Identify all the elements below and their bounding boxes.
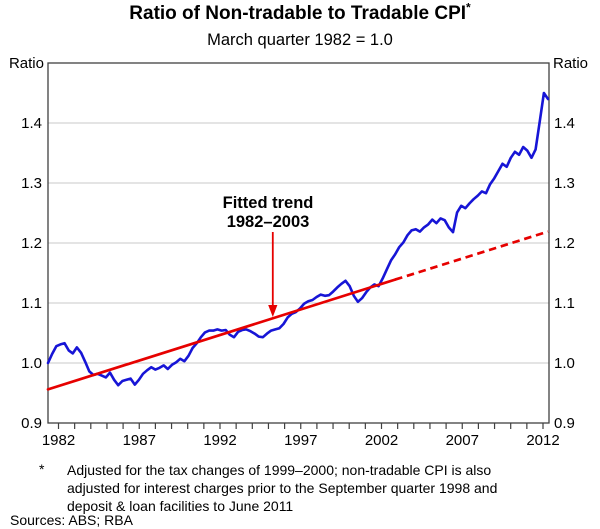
y-axis-unit-right: Ratio (553, 55, 589, 72)
title-footnote-marker: * (466, 0, 471, 15)
x-tick-label: 1987 (123, 432, 156, 449)
y-tick-label-right: 1.4 (554, 115, 575, 132)
y-tick-label-left: 1.4 (21, 115, 42, 132)
y-tick-label-left: 0.9 (21, 415, 42, 432)
chart-title: Ratio of Non-tradable to Tradable CPI* (0, 0, 600, 25)
footnote-text: Adjusted for the tax changes of 1999–200… (67, 461, 537, 515)
y-axis-unit-left: Ratio (8, 55, 44, 72)
trend-annotation: Fitted trend 1982–2003 (198, 194, 338, 232)
sources-line: Sources: ABS; RBA (10, 512, 133, 528)
trend-annotation-line2: 1982–2003 (226, 213, 310, 231)
x-tick-label: 2002 (365, 432, 398, 449)
y-tick-label-left: 1.3 (21, 175, 42, 192)
trend-annotation-line1: Fitted trend (222, 194, 314, 212)
y-tick-label-left: 1.1 (21, 295, 42, 312)
cpi-ratio-line (46, 91, 550, 387)
trend-arrow-head (268, 305, 278, 317)
chart-subtitle: March quarter 1982 = 1.0 (207, 31, 393, 49)
x-tick-label: 1992 (203, 432, 236, 449)
y-tick-label-right: 1.1 (554, 295, 575, 312)
y-tick-label-left: 1.2 (21, 235, 42, 252)
fitted-trend-solid (46, 278, 397, 391)
y-tick-label-right: 1.0 (554, 355, 575, 372)
x-tick-label: 2007 (446, 432, 479, 449)
footnote-line: adjusted for interest charges prior to t… (67, 480, 498, 496)
y-tick-label-left: 1.0 (21, 355, 42, 372)
plot-frame (47, 62, 550, 424)
y-tick-label-right: 0.9 (554, 415, 575, 432)
chart-title-text: Ratio of Non-tradable to Tradable CPI (129, 3, 467, 24)
x-tick-label: 1997 (284, 432, 317, 449)
fitted-trend-dashed (394, 230, 549, 281)
y-tick-label-right: 1.3 (554, 175, 575, 192)
footnote-marker: * (39, 461, 45, 477)
footnote-line: Adjusted for the tax changes of 1999–200… (67, 462, 492, 478)
footnote-line: deposit & loan facilities to June 2011 (67, 498, 294, 514)
x-tick-label: 2012 (526, 432, 559, 449)
y-tick-label-right: 1.2 (554, 235, 575, 252)
x-tick-label: 1982 (42, 432, 75, 449)
